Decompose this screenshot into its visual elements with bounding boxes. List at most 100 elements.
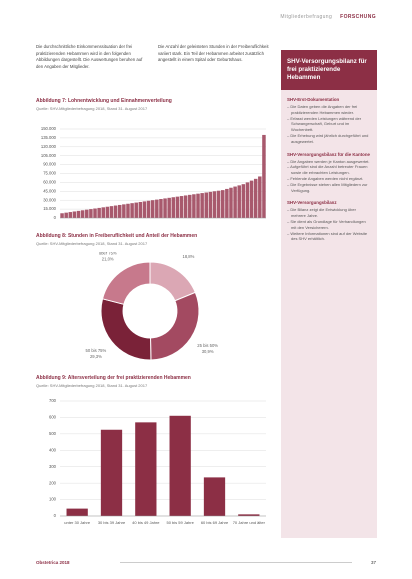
chart-source: Quelle: SHV-Mitgliederbefragung 2018, St… <box>36 106 148 111</box>
bar <box>135 422 157 516</box>
footer-rule <box>120 562 352 563</box>
bar <box>200 193 204 218</box>
y-tick-label: 700 <box>49 398 57 403</box>
bar <box>179 196 184 218</box>
bar <box>146 200 151 218</box>
bar <box>167 197 171 218</box>
slice-value: 21,0% <box>102 257 114 262</box>
chart-source: Quelle: SHV-Mitgliederbefragung 2018, St… <box>36 383 148 388</box>
chart: bis 25%18,8% 25 bis 50%30,9% 50 bis 75%29,… <box>86 252 218 361</box>
bar <box>237 185 241 218</box>
sidebar-heading: SHV-Erst-Dokumentation <box>287 97 340 102</box>
bar <box>233 186 237 218</box>
sidebar-item: – Weitere Informationen sind auf der Web… <box>287 230 368 242</box>
x-tick-label: 40 bis 49 Jahre <box>132 520 160 525</box>
sidebar-item: – Die Bilanz zeigt die Entwicklung über … <box>287 207 356 219</box>
bar <box>105 206 110 218</box>
bar <box>169 415 191 516</box>
bar <box>113 205 118 218</box>
sidebar-heading: SHV-Versorgungsbilanz für die Kantone <box>287 151 370 157</box>
y-tick-label: 105.000 <box>41 153 57 158</box>
bar <box>117 204 122 218</box>
sidebar-item: – Die Angaben werden je Kanton ausgewert… <box>287 158 370 164</box>
x-tick-label: 50 bis 59 Jahre <box>166 520 194 525</box>
bar <box>66 508 88 516</box>
bar <box>192 194 196 218</box>
bar <box>204 192 209 218</box>
bar <box>89 209 93 218</box>
bar <box>225 188 229 218</box>
bar <box>163 198 167 218</box>
bar <box>188 194 192 218</box>
bar <box>109 206 114 218</box>
bar <box>208 191 213 218</box>
sidebar-heading: SHV-Versorgungsbilanz <box>287 200 337 206</box>
bar <box>183 195 188 218</box>
slice-label: 25 bis 50% <box>197 343 218 348</box>
x-tick-label: unter 30 Jahre <box>64 520 91 525</box>
bar <box>72 211 77 218</box>
slice-label: über 75% <box>99 252 117 256</box>
y-tick-label: 75.000 <box>43 171 56 176</box>
sidebar-body: SHV-Erst-Dokumentation – Die Daten geben … <box>281 97 377 242</box>
bar <box>85 209 89 218</box>
y-tick-label: 135.000 <box>41 135 57 140</box>
header-tag: FORSCHUNG <box>340 14 376 20</box>
sidebar-item: – Aufgeführt sind die Anzahl betreuter F… <box>287 164 368 176</box>
bar <box>97 207 101 218</box>
y-tick-label: 0 <box>54 513 57 518</box>
bar <box>245 182 250 218</box>
chart-source: Quelle: SHV-Mitgliederbefragung 2018, St… <box>36 241 148 246</box>
bar <box>203 477 226 516</box>
y-tick-label: 150.000 <box>41 126 57 131</box>
bar <box>262 134 266 218</box>
donut-slice <box>149 291 200 361</box>
bar <box>130 203 134 218</box>
sidebar: SHV-Versorgungsbilanz für frei praktizie… <box>281 50 377 538</box>
bar <box>126 203 130 218</box>
y-tick-label: 60.000 <box>43 180 56 185</box>
slice-value: 18,8% <box>182 254 194 259</box>
sidebar-item: – Sie dient als Grundlage für Verhandlun… <box>287 218 366 230</box>
bar <box>229 187 233 218</box>
bar <box>138 201 143 218</box>
bar <box>220 190 225 218</box>
slice-value: 30,9% <box>202 349 214 354</box>
chart-title: Abbildung 7: Lohnentwicklung und Einnahm… <box>36 98 172 104</box>
x-tick-label: 60 bis 69 Jahre <box>201 520 229 525</box>
sidebar-item: – Die Daten geben die Angaben der frei p… <box>287 104 358 115</box>
bar <box>196 193 200 218</box>
bar <box>171 197 176 218</box>
x-tick-label: 30 bis 39 Jahre <box>98 520 126 525</box>
donut-slice <box>100 298 152 361</box>
bar <box>64 212 68 218</box>
y-tick-label: 200 <box>49 480 57 485</box>
sidebar-item: – Die Ergebnisse stehen allen Mitglieder… <box>287 181 368 193</box>
bar <box>258 176 262 218</box>
chart-title: Abbildung 9: Altersverteilung der frei p… <box>36 375 191 381</box>
slice-label: 50 bis 75% <box>86 348 107 353</box>
bar <box>80 210 85 218</box>
y-tick-label: 300 <box>49 464 57 469</box>
y-tick-label: 90.000 <box>43 162 56 167</box>
bar <box>100 429 123 516</box>
header: Mitgliederbefragung FORSCHUNG <box>280 14 376 20</box>
bar <box>241 184 246 218</box>
bar <box>122 204 126 218</box>
y-tick-label: 400 <box>49 447 57 452</box>
bar <box>238 514 260 516</box>
bar <box>68 212 73 218</box>
slice-value: 29,3% <box>90 354 102 359</box>
chart-title: Abbildung 8: Stunden in Freiberuflichkei… <box>36 233 198 239</box>
bar <box>142 201 147 218</box>
y-tick-label: 45.000 <box>43 188 56 193</box>
intro-column: Die Anzahl der geleisteten Stunden in de… <box>158 44 269 63</box>
y-tick-label: 30.000 <box>43 197 56 202</box>
donut-slice <box>101 261 151 305</box>
bar <box>93 208 97 218</box>
bar <box>212 191 217 218</box>
bar <box>134 202 138 218</box>
bar <box>216 190 221 218</box>
slice-label: bis 25% <box>181 252 196 253</box>
